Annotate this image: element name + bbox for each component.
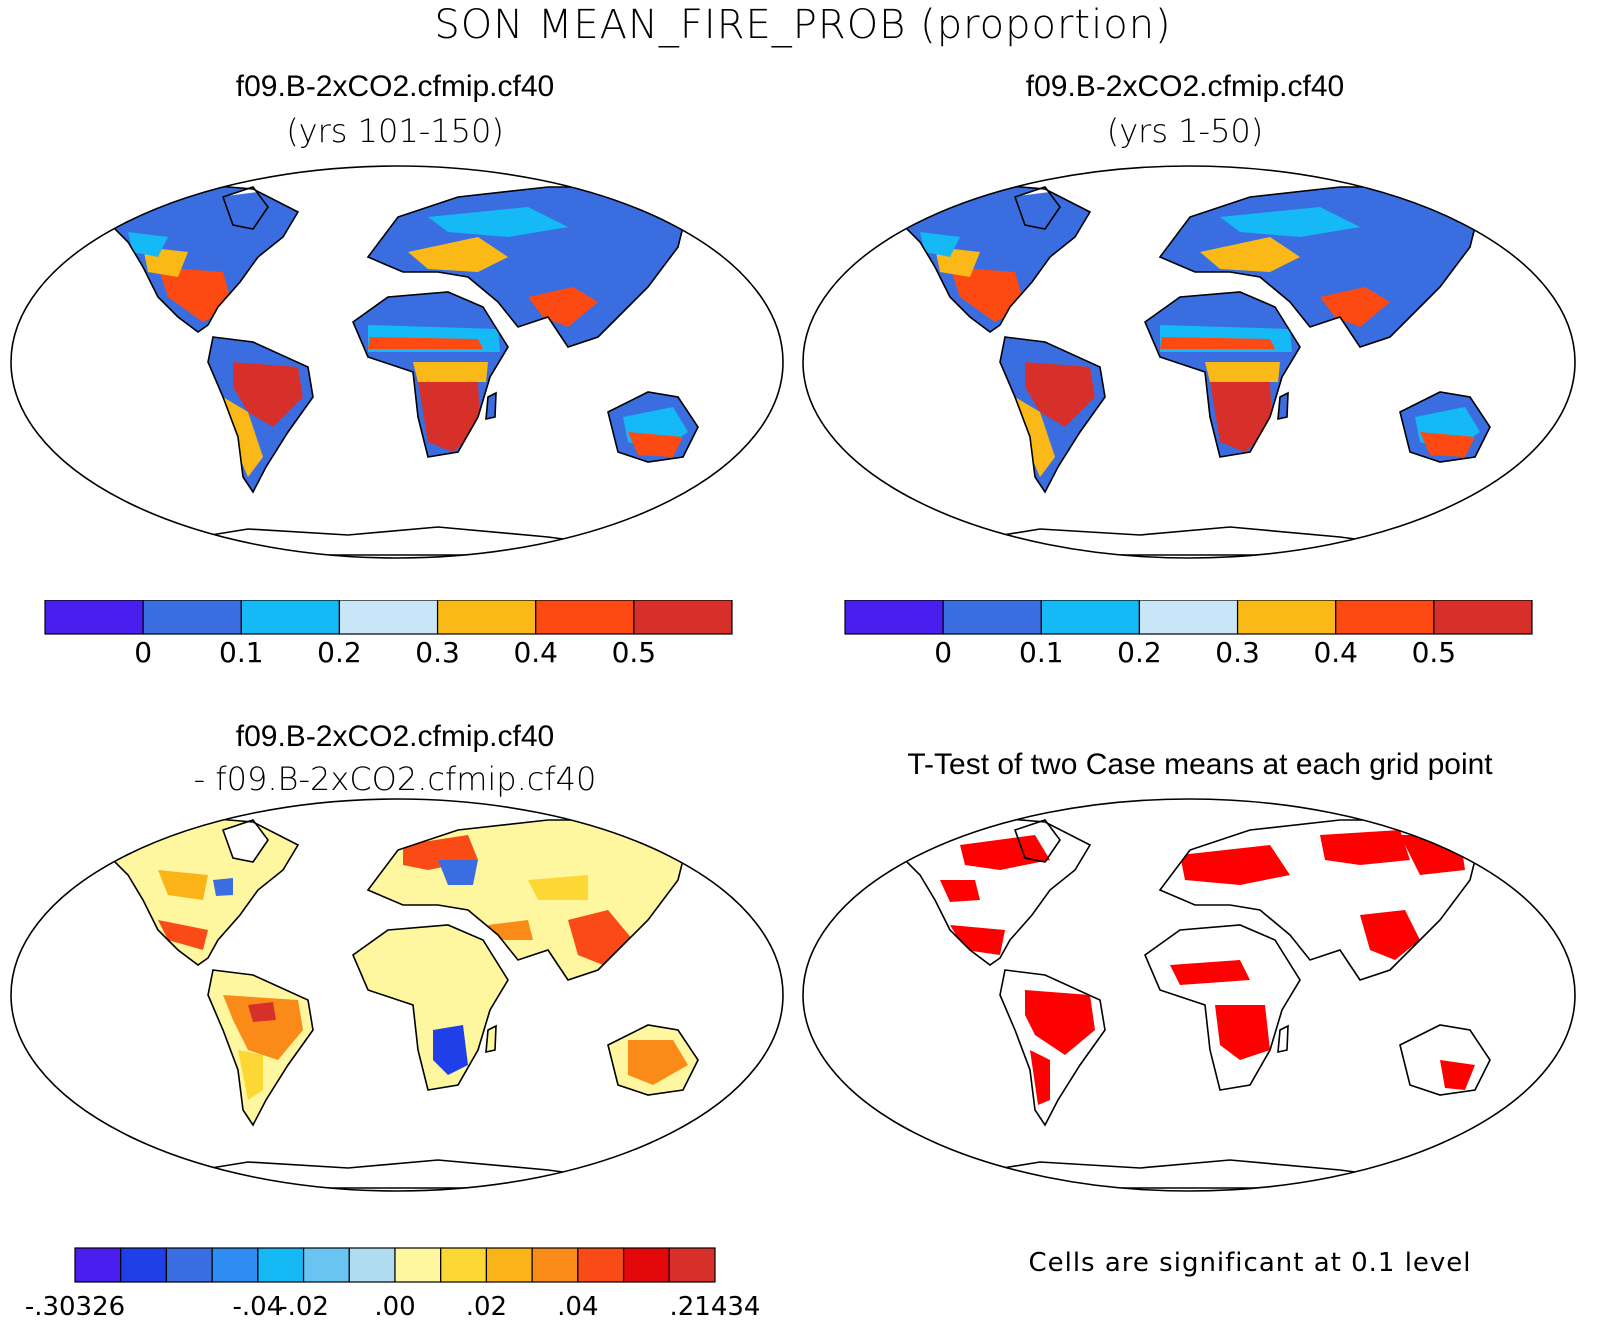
- colorbar-tick-label: 0.1: [1019, 636, 1064, 669]
- colorbar-tick-label: -.04: [232, 1292, 283, 1322]
- colorbar-swatch: [535, 600, 635, 635]
- panel1-colorbar: 0 0.1 0.2 0.3 0.4 0.5: [44, 600, 733, 669]
- colorbar-swatch: [348, 1247, 396, 1283]
- colorbar-swatch: [240, 600, 341, 635]
- colorbar-swatch: [440, 1247, 488, 1283]
- colorbar-swatch: [44, 600, 144, 635]
- colorbar-swatch: [1138, 600, 1239, 635]
- colorbar-tick-label: .02: [466, 1292, 507, 1322]
- colorbar-tick-label: 0.2: [1117, 636, 1162, 669]
- panel3-title: f09.B-2xCO2.cfmip.cf40: [235, 720, 555, 753]
- colorbar-tick-label: 0.3: [1215, 636, 1260, 669]
- panel1-map: [10, 165, 784, 559]
- colorbar-swatch: [120, 1247, 168, 1283]
- colorbar-tick-label: 0.5: [612, 636, 657, 669]
- panel2-colorbar: 0 0.1 0.2 0.3 0.4 0.5: [844, 600, 1533, 669]
- colorbar-tick-label: 0.4: [1313, 636, 1358, 669]
- colorbar-tick-label: .00: [374, 1292, 415, 1322]
- significance-note: Cells are significant at 0.1 level: [1028, 1248, 1472, 1278]
- colorbar-swatch: [338, 600, 439, 635]
- ttest-title: T-Test of two Case means at each grid po…: [907, 748, 1493, 781]
- colorbar-swatch: [74, 1247, 122, 1283]
- panel1-title: f09.B-2xCO2.cfmip.cf40: [235, 70, 555, 103]
- panel2-subtitle: (yrs 1-50): [1106, 112, 1264, 150]
- colorbar-swatch: [622, 1247, 670, 1283]
- colorbar-swatch: [1040, 600, 1141, 635]
- colorbar-swatch: [211, 1247, 259, 1283]
- panel1-subtitle: (yrs 101-150): [286, 112, 504, 150]
- panel2-title: f09.B-2xCO2.cfmip.cf40: [1025, 70, 1345, 103]
- colorbar-tick-label: 0.5: [1412, 636, 1457, 669]
- panel2-map: [802, 165, 1576, 559]
- colorbar-swatch: [1236, 600, 1337, 635]
- panel3-subtitle: - f09.B-2xCO2.cfmip.cf40: [193, 760, 597, 798]
- colorbar-swatch: [633, 600, 733, 635]
- colorbar-swatch: [302, 1247, 350, 1283]
- panel3-colorbar: -.30326 -.04-.02 .00 .02 .04 .21434: [25, 1247, 761, 1322]
- colorbar-tick-label: .04: [557, 1292, 598, 1322]
- colorbar-tick-label: -.02: [278, 1292, 329, 1322]
- colorbar-swatch: [844, 600, 944, 635]
- colorbar-swatch: [577, 1247, 625, 1283]
- panel3-map: [10, 798, 784, 1192]
- colorbar-swatch: [485, 1247, 533, 1283]
- figure-title: SON MEAN_FIRE_PROB (proportion): [434, 2, 1172, 48]
- colorbar-tick-label: 0.3: [415, 636, 460, 669]
- colorbar-swatch: [942, 600, 1042, 635]
- colorbar-swatch: [436, 600, 537, 635]
- colorbar-swatch: [531, 1247, 579, 1283]
- colorbar-swatch: [1335, 600, 1435, 635]
- colorbar-tick-label: .21434: [670, 1292, 761, 1322]
- colorbar-swatch: [165, 1247, 213, 1283]
- colorbar-tick-label: 0: [134, 636, 152, 669]
- colorbar-tick-label: 0.4: [513, 636, 558, 669]
- colorbar-tick-label: -.30326: [25, 1292, 125, 1322]
- colorbar-swatch: [257, 1247, 305, 1283]
- colorbar-tick-label: 0: [934, 636, 952, 669]
- colorbar-swatch: [142, 600, 242, 635]
- colorbar-tick-label: 0.2: [317, 636, 362, 669]
- colorbar-swatch: [394, 1247, 442, 1283]
- colorbar-swatch: [668, 1247, 716, 1283]
- colorbar-swatch: [1433, 600, 1533, 635]
- colorbar-tick-label: 0.1: [219, 636, 264, 669]
- panel4-map: [802, 798, 1576, 1192]
